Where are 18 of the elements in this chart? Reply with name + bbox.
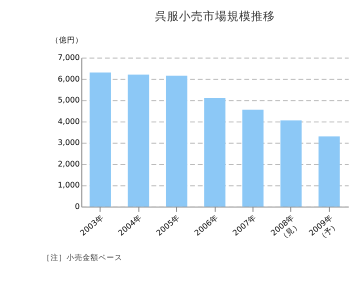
- chart-title: 呉服小売市場規模推移: [154, 8, 275, 23]
- bar: [90, 72, 111, 207]
- bar: [128, 74, 150, 207]
- y-tick-label: 1,000: [58, 180, 80, 190]
- y-tick-label: 4,000: [58, 116, 80, 126]
- bar: [242, 110, 264, 207]
- bar: [280, 120, 302, 207]
- y-tick-label: 5,000: [58, 96, 80, 105]
- y-tick-label: 7,000: [58, 53, 80, 62]
- bar: [166, 76, 188, 207]
- text: ［注］小売金額ベース: [42, 252, 123, 262]
- y-tick-label: 6,000: [58, 74, 80, 84]
- y-tick-label: 3,000: [58, 138, 80, 148]
- bar: [318, 136, 340, 207]
- bar: [204, 98, 226, 207]
- y-tick-label: 2,000: [58, 159, 80, 168]
- y-tick-label: 0: [74, 202, 80, 212]
- y-axis-title: （億円）: [50, 36, 83, 45]
